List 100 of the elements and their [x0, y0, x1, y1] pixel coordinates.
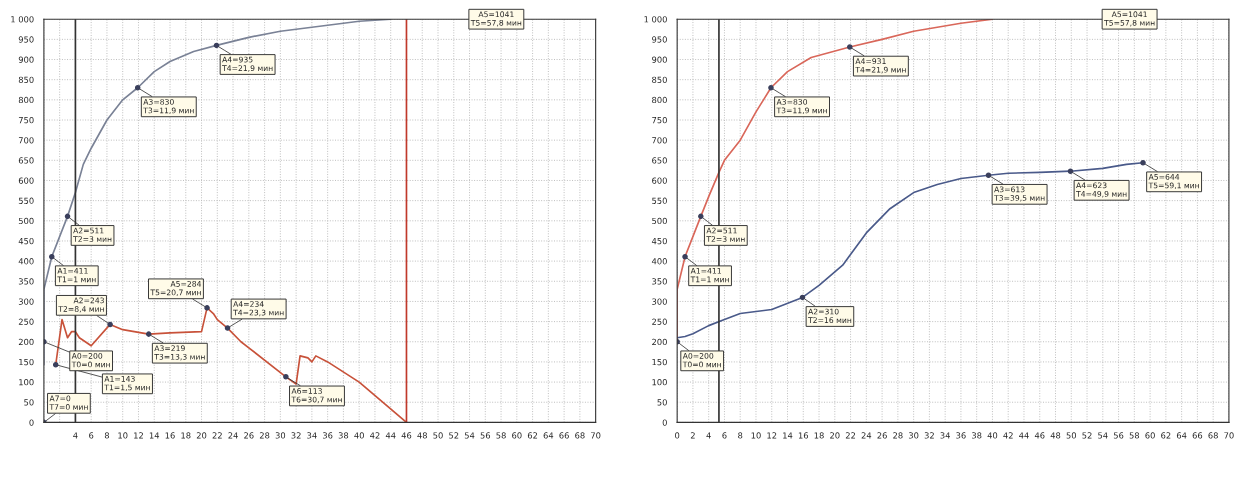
x-tick-label: 62	[1161, 432, 1171, 439]
x-tick-label: 62	[527, 432, 538, 439]
y-tick-label: 600	[652, 177, 667, 184]
y-tick-label: 350	[18, 278, 34, 285]
x-tick-label: 60	[512, 432, 522, 439]
y-tick-label: 100	[652, 379, 667, 386]
x-tick-label: 42	[1003, 432, 1013, 439]
x-tick-label: 24	[861, 432, 872, 439]
x-tick-label: 58	[496, 432, 506, 439]
x-tick-label: 26	[877, 432, 887, 439]
x-tick-label: 28	[259, 432, 270, 439]
y-tick-label: 300	[652, 298, 667, 305]
y-tick-label: 900	[18, 56, 34, 63]
y-tick-label: 800	[652, 96, 667, 104]
y-tick-label: 550	[18, 197, 34, 204]
x-tick-label: 12	[134, 432, 143, 439]
x-tick-label: 68	[1208, 432, 1218, 439]
x-tick-label: 48	[417, 432, 427, 439]
y-tick-label: 700	[652, 137, 667, 144]
x-tick-label: 18	[814, 432, 824, 439]
x-tick-label: 54	[1098, 432, 1108, 439]
x-tick-label: 50	[433, 432, 443, 439]
y-tick-label: 500	[652, 217, 667, 225]
y-tick-label: 450	[651, 237, 667, 245]
x-tick-label: 30	[275, 432, 286, 439]
x-tick-label: 14	[149, 432, 160, 439]
x-tick-label: 22	[845, 432, 856, 439]
y-tick-label: 1 000	[11, 16, 34, 23]
x-tick-label: 18	[181, 432, 191, 439]
x-tick-label: 48	[1050, 432, 1061, 439]
y-tick-label: 250	[18, 318, 34, 325]
y-tick-label: 150	[19, 358, 34, 366]
x-tick-label: 56	[1113, 432, 1124, 439]
x-tick-label: 36	[322, 432, 333, 439]
x-tick-label: 8	[104, 432, 110, 439]
x-tick-label: 36	[956, 432, 966, 439]
y-tick-label: 200	[652, 338, 667, 346]
y-tick-label: 400	[651, 258, 667, 265]
x-tick-label: 64	[543, 432, 554, 439]
y-tick-label: 550	[652, 197, 667, 204]
x-tick-label: 66	[559, 432, 569, 439]
y-tick-label: 750	[652, 116, 667, 124]
y-tick-label: 850	[652, 76, 667, 83]
x-tick-label: 52	[449, 432, 459, 439]
y-tick-label: 600	[18, 177, 34, 184]
x-tick-label: 40	[987, 432, 998, 439]
x-tick-label: 46	[1034, 432, 1045, 439]
y-tick-label: 0	[662, 419, 667, 426]
y-tick-label: 950	[18, 36, 34, 43]
x-tick-label: 12	[767, 432, 777, 439]
y-tick-label: 50	[657, 399, 667, 406]
x-tick-label: 32	[291, 432, 301, 439]
y-tick-label: 650	[18, 157, 34, 164]
x-tick-label: 44	[385, 432, 396, 439]
y-tick-label: 750	[18, 116, 34, 124]
y-tick-label: 100	[19, 379, 34, 386]
x-tick-label: 50	[1066, 432, 1077, 439]
x-tick-label: 46	[401, 432, 412, 439]
y-tick-label: 900	[652, 56, 667, 63]
x-tick-label: 28	[893, 432, 903, 439]
x-tick-label: 0	[675, 432, 680, 439]
x-tick-label: 52	[1082, 432, 1092, 439]
y-tick-label: 500	[18, 217, 34, 225]
y-tick-label: 200	[18, 338, 34, 346]
x-tick-label: 10	[118, 432, 128, 439]
y-tick-label: 450	[18, 237, 34, 245]
x-tick-label: 70	[1224, 432, 1234, 439]
x-tick-label: 54	[464, 432, 475, 439]
y-tick-label: 0	[29, 419, 34, 426]
x-tick-label: 32	[924, 432, 934, 439]
x-tick-label: 34	[940, 432, 950, 439]
x-tick-label: 4	[706, 432, 711, 439]
y-tick-label: 300	[18, 298, 34, 305]
y-tick-label: 350	[652, 278, 667, 285]
y-tick-label: 400	[18, 258, 34, 265]
y-tick-label: 150	[652, 358, 667, 366]
x-tick-label: 20	[830, 432, 840, 439]
y-tick-label: 50	[24, 399, 34, 406]
x-tick-label: 34	[307, 432, 317, 439]
x-tick-label: 44	[1019, 432, 1029, 439]
y-tick-label: 1 000	[644, 16, 667, 23]
x-tick-label: 30	[908, 432, 919, 439]
x-tick-label: 64	[1176, 432, 1187, 439]
y-tick-label: 950	[652, 36, 667, 43]
x-tick-label: 38	[972, 432, 982, 439]
x-tick-label: 6	[722, 432, 727, 439]
x-tick-label: 68	[575, 432, 585, 439]
x-tick-label: 24	[228, 432, 238, 439]
x-tick-label: 16	[165, 432, 175, 439]
x-tick-label: 22	[212, 432, 222, 439]
x-tick-label: 20	[196, 432, 207, 439]
y-tick-label: 650	[652, 157, 667, 164]
x-tick-label: 4	[73, 432, 78, 439]
y-tick-label: 800	[18, 96, 34, 104]
x-tick-label: 16	[798, 432, 809, 439]
x-tick-label: 38	[338, 432, 349, 439]
x-tick-label: 42	[370, 432, 380, 439]
x-tick-label: 58	[1129, 432, 1140, 439]
x-tick-label: 14	[783, 432, 793, 439]
x-tick-label: 66	[1192, 432, 1203, 439]
